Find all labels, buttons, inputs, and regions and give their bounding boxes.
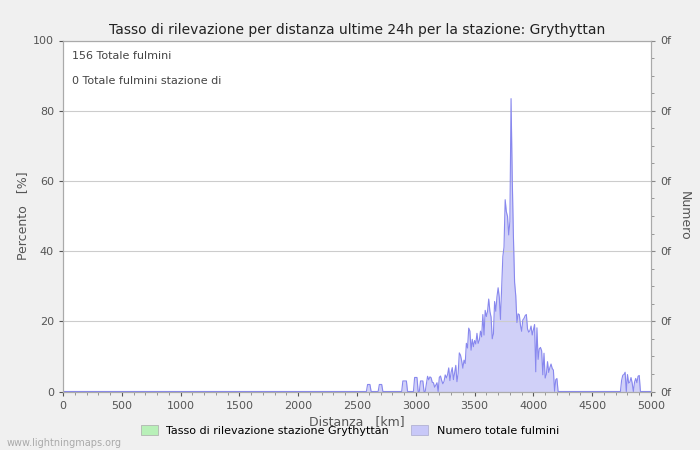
Y-axis label: Numero: Numero (678, 191, 691, 241)
Text: 156 Totale fulmini: 156 Totale fulmini (72, 51, 172, 61)
X-axis label: Distanza   [km]: Distanza [km] (309, 415, 405, 428)
Text: www.lightningmaps.org: www.lightningmaps.org (7, 438, 122, 448)
Title: Tasso di rilevazione per distanza ultime 24h per la stazione: Grythyttan: Tasso di rilevazione per distanza ultime… (109, 22, 605, 36)
Text: 0 Totale fulmini stazione di: 0 Totale fulmini stazione di (72, 76, 221, 86)
Legend: Tasso di rilevazione stazione Grythyttan, Numero totale fulmini: Tasso di rilevazione stazione Grythyttan… (136, 420, 564, 440)
Y-axis label: Percento   [%]: Percento [%] (16, 172, 29, 260)
